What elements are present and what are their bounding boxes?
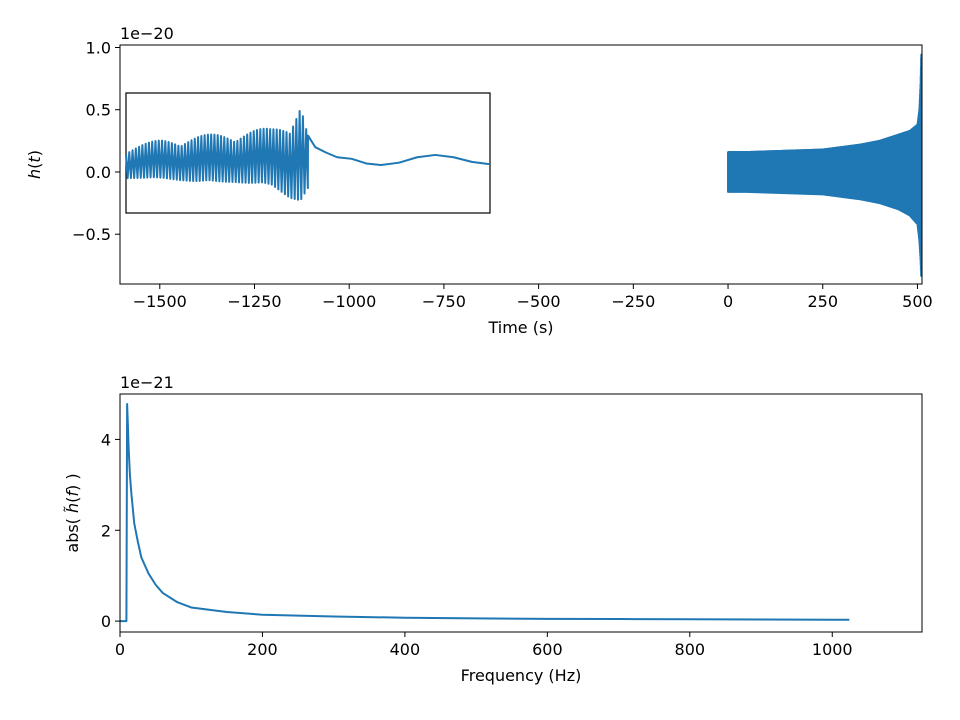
x-tick-label: −1250 <box>227 292 281 311</box>
x-tick-label: 0 <box>723 292 733 311</box>
frequency-domain-axes: 0 200 400 600 800 1000 0 2 4 Frequency (Hz) 1e−21 a… <box>63 373 923 685</box>
x-tick-label: 800 <box>675 640 706 659</box>
x-tick-label: −750 <box>422 292 466 311</box>
x-tick-label: 400 <box>390 640 421 659</box>
y-axis-label-part: ( <box>25 163 44 169</box>
y-axis-label-part: ( <box>63 497 82 503</box>
x-tick-label: −1000 <box>322 292 376 311</box>
x-axis-label: Frequency (Hz) <box>461 666 582 685</box>
x-tick-label: 500 <box>902 292 933 311</box>
plot-area <box>727 53 922 277</box>
y-axis-label: h(t) <box>25 150 44 179</box>
y-axis-label-part: h <box>25 169 44 179</box>
y-axis-label-part: ) <box>25 150 44 156</box>
time-domain-axes: −1500 −1250 −1000 −750 −500 −250 0 250 500 −0.5 0.… <box>25 24 933 337</box>
y-tick-label: 2 <box>101 521 111 540</box>
y-tick-label: 4 <box>101 430 111 449</box>
y-axis-label-part: t <box>25 156 44 163</box>
y-tick-label: 0.0 <box>86 163 111 182</box>
signal-series <box>727 53 922 277</box>
y-axis-label-part: h̃ <box>63 503 82 513</box>
x-tick-label: 0 <box>115 640 125 659</box>
x-tick-label: 1000 <box>812 640 853 659</box>
axes-frame <box>119 44 923 285</box>
axes-frame <box>119 393 923 633</box>
y-tick-label: −0.5 <box>72 225 111 244</box>
x-tick-label: 250 <box>807 292 838 311</box>
x-tick-label: −250 <box>611 292 655 311</box>
offset-label: 1e−20 <box>120 24 174 43</box>
y-tick-label: 0 <box>101 612 111 631</box>
x-axis-label: Time (s) <box>487 318 553 337</box>
y-axis-label-part: abs( <box>63 513 82 553</box>
x-tick-label: 200 <box>247 640 278 659</box>
y-axis-label: abs( h̃(f) ) <box>63 473 82 552</box>
y-axis-label-part: ) ) <box>63 473 82 491</box>
x-tick-label: −1500 <box>133 292 187 311</box>
y-tick-label: 0.5 <box>86 101 111 120</box>
offset-label: 1e−21 <box>120 373 174 392</box>
inset-series <box>125 110 491 201</box>
x-tick-label: −500 <box>517 292 561 311</box>
spectrum-series <box>120 402 850 623</box>
x-tick-label: 600 <box>532 640 563 659</box>
y-axis-label-part: f <box>63 489 82 497</box>
y-tick-label: 1.0 <box>86 38 111 57</box>
